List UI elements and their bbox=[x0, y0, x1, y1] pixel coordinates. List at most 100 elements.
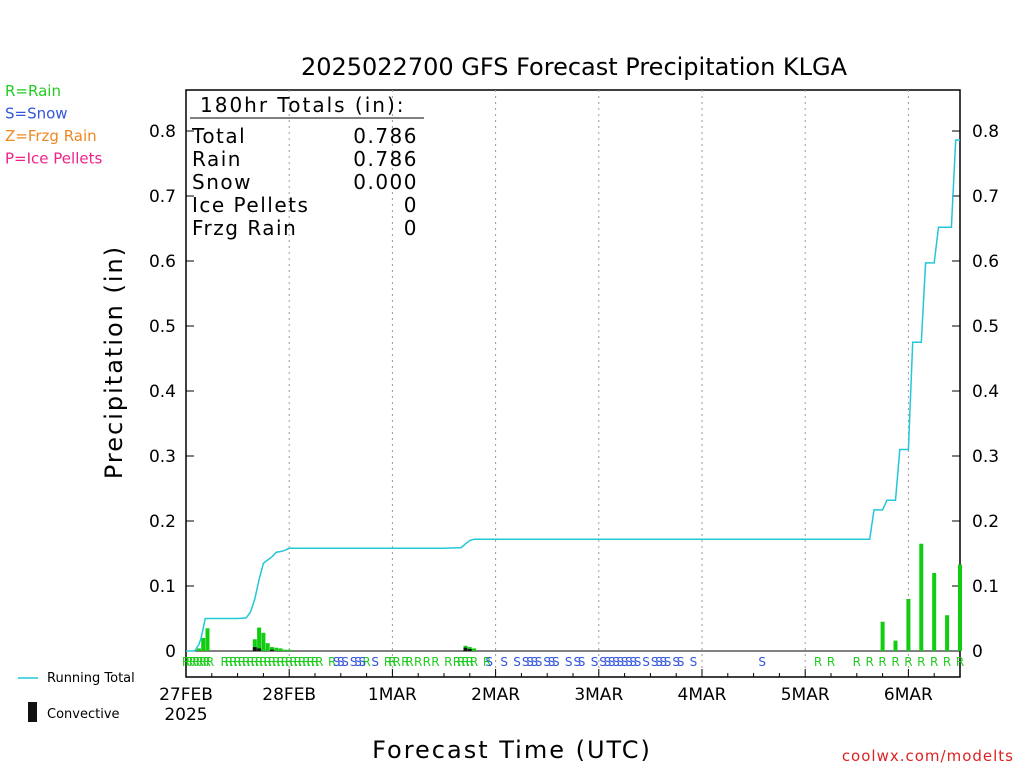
ptype-rain-marker: R bbox=[206, 655, 214, 669]
ptype-snow-marker: S bbox=[625, 655, 633, 669]
ptype-rain-marker: R bbox=[401, 655, 409, 669]
ptype-snow-marker: S bbox=[530, 655, 538, 669]
precip-bar bbox=[945, 615, 950, 651]
ptype-rain-marker: R bbox=[866, 655, 874, 669]
y-tick-label-right: 0.8 bbox=[972, 122, 999, 142]
ptype-rain-marker: R bbox=[466, 655, 474, 669]
x-axis-label: Forecast Time (UTC) bbox=[372, 736, 652, 764]
y-tick-label-left: 0.6 bbox=[149, 252, 176, 272]
ptype-rain-marker: R bbox=[414, 655, 422, 669]
ptype-legend-entry: S=Snow bbox=[5, 105, 68, 123]
ptype-rain-marker: R bbox=[189, 655, 197, 669]
y-tick-label-left: 0.5 bbox=[149, 317, 176, 337]
convective-bar bbox=[467, 649, 472, 651]
ptype-snow-marker: S bbox=[354, 655, 362, 669]
ptype-snow-marker: S bbox=[604, 655, 612, 669]
ptype-rain-marker: R bbox=[233, 655, 241, 669]
ptype-snow-marker: S bbox=[616, 655, 624, 669]
x-tick-label: 5MAR bbox=[781, 685, 830, 705]
ptype-rain-marker: R bbox=[483, 655, 491, 669]
precip-bar bbox=[287, 649, 292, 651]
ptype-rain-marker: R bbox=[276, 655, 284, 669]
ptype-rain-marker: R bbox=[853, 655, 861, 669]
x-tick-label: 1MAR bbox=[368, 685, 417, 705]
y-tick-label-right: 0.3 bbox=[972, 447, 999, 467]
ptype-rain-marker: R bbox=[891, 655, 899, 669]
y-tick-label-right: 0.2 bbox=[972, 512, 999, 532]
ptype-rain-marker: R bbox=[294, 655, 302, 669]
totals-row-label: Rain bbox=[192, 147, 242, 171]
y-tick-label-right: 0.5 bbox=[972, 317, 999, 337]
ptype-rain-marker: R bbox=[393, 655, 401, 669]
ptype-rain-marker: R bbox=[264, 655, 272, 669]
ptype-rain-marker: R bbox=[453, 655, 461, 669]
precip-bar bbox=[205, 628, 210, 651]
convective-bar bbox=[463, 647, 468, 651]
precip-bars bbox=[196, 543, 962, 651]
ptype-rain-marker: R bbox=[192, 655, 200, 669]
ptype-rain-marker: R bbox=[307, 655, 315, 669]
totals-row-label: Total bbox=[191, 124, 246, 148]
vertical-gridlines bbox=[288, 90, 909, 677]
y-tick-label-right: 0 bbox=[972, 642, 983, 662]
ptype-snow-marker: S bbox=[500, 655, 508, 669]
precip-bar bbox=[201, 638, 206, 651]
ptype-rain-marker: R bbox=[457, 655, 465, 669]
ptype-rain-marker: R bbox=[384, 655, 392, 669]
chart-title: 2025022700 GFS Forecast Precipitation KL… bbox=[301, 53, 848, 81]
ptype-snow-marker: S bbox=[485, 655, 493, 669]
ptype-snow-marker: S bbox=[655, 655, 663, 669]
totals-row-value: 0.000 bbox=[353, 170, 418, 194]
precip-bar bbox=[906, 599, 911, 651]
ptype-snow-marker: S bbox=[337, 655, 345, 669]
ptype-rain-marker: R bbox=[444, 655, 452, 669]
y-tick-label-right: 0.4 bbox=[972, 382, 999, 402]
ptype-rain-marker: R bbox=[272, 655, 280, 669]
ptype-rain-marker: R bbox=[225, 655, 233, 669]
ptype-rain-marker: R bbox=[238, 655, 246, 669]
x-tick-label: 6MAR bbox=[884, 685, 933, 705]
ptype-snow-marker: S bbox=[664, 655, 672, 669]
ptype-rain-marker: R bbox=[311, 655, 319, 669]
precip-bar bbox=[261, 632, 266, 651]
y-axis-ticks: 0 00.1 0.10.2 0.20.3 0.30.4 0.40.5 0.50.6 0.60.… bbox=[149, 122, 999, 662]
ptype-snow-marker: S bbox=[565, 655, 573, 669]
ptype-rain-marker: R bbox=[956, 655, 964, 669]
convective-bars bbox=[252, 647, 472, 651]
ptype-rain-marker: R bbox=[827, 655, 835, 669]
y-tick-label-left: 0.2 bbox=[149, 512, 176, 532]
totals-row-label: Ice Pellets bbox=[192, 193, 309, 217]
precip-bar bbox=[932, 573, 937, 651]
totals-box: 180hr Totals (in): Total 0.786 Rain 0.786 Sn… bbox=[190, 93, 424, 240]
ptype-rain-marker: R bbox=[285, 655, 293, 669]
precip-bar bbox=[958, 564, 962, 651]
ptype-snow-marker: S bbox=[543, 655, 551, 669]
ptype-snow-marker: S bbox=[612, 655, 620, 669]
y-tick-label-right: 0.1 bbox=[972, 577, 999, 597]
x-tick-label: 28FEB bbox=[262, 685, 316, 705]
convective-legend-swatch bbox=[28, 702, 37, 722]
precip-bar bbox=[196, 648, 201, 651]
precip-bar bbox=[282, 649, 287, 651]
x-tick-label: 3MAR bbox=[574, 685, 623, 705]
ptype-rain-marker: R bbox=[328, 655, 336, 669]
ptype-snow-marker: S bbox=[333, 655, 341, 669]
totals-rows: Total 0.786 Rain 0.786 Snow 0.000 Ice Pellets 0… bbox=[191, 124, 418, 240]
running-total-line bbox=[186, 139, 960, 652]
ptype-snow-marker: S bbox=[526, 655, 534, 669]
totals-row-value: 0.786 bbox=[353, 124, 418, 148]
x-tick-label: 4MAR bbox=[678, 685, 727, 705]
ptype-rain-marker: R bbox=[917, 655, 925, 669]
ptype-rain-marker: R bbox=[461, 655, 469, 669]
ptype-rain-marker: R bbox=[251, 655, 259, 669]
x-tick-sublabel: 2025 bbox=[164, 705, 207, 725]
ptype-rain-marker: R bbox=[221, 655, 229, 669]
y-axis-label: Precipitation (in) bbox=[100, 245, 128, 479]
precip-bar bbox=[893, 640, 898, 651]
precip-type-legend: R=Rain S=Snow Z=Frzg Rain P=Ice Pellets bbox=[5, 82, 102, 168]
ptype-snow-marker: S bbox=[608, 655, 616, 669]
ptype-snow-marker: S bbox=[677, 655, 685, 669]
